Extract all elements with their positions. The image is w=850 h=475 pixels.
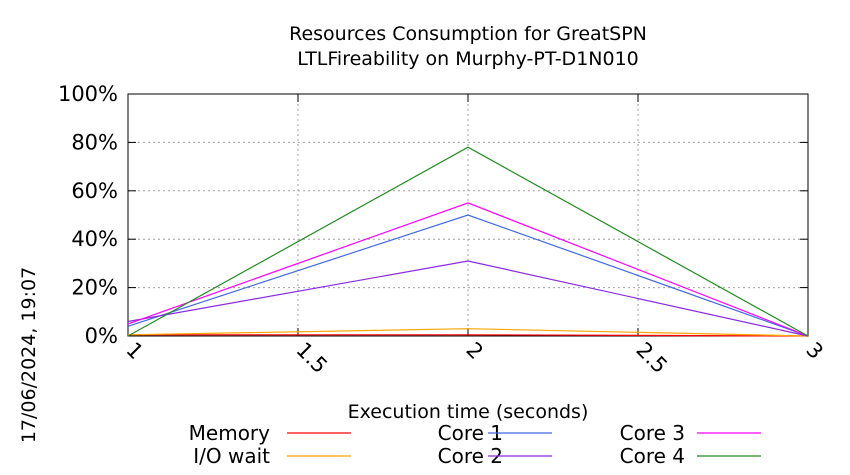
x-tick-label: 2 (461, 338, 487, 364)
series-lines (127, 146, 809, 337)
series-line-core-3 (127, 202, 809, 337)
y-tick-label: 20% (71, 276, 118, 300)
x-tick-label: 2.5 (631, 338, 672, 379)
y-tick-label: 60% (71, 179, 118, 203)
x-axis-label: Execution time (seconds) (348, 401, 589, 423)
legend-label: I/O wait (193, 444, 270, 468)
y-tick-label: 100% (58, 82, 118, 106)
x-tick-label: 1.5 (291, 338, 332, 379)
grid-lines (128, 94, 808, 336)
series-line-i-o-wait (127, 328, 809, 337)
x-tick-label: 1 (121, 338, 147, 364)
series-line-core-2 (127, 260, 809, 337)
legend-label: Core 4 (620, 444, 685, 468)
series-line-core-4 (127, 146, 809, 337)
y-tick-label: 0% (85, 324, 118, 348)
chart-title-line-2: LTLFireability on Murphy-PT-D1N010 (297, 48, 639, 70)
chart-title-line-1: Resources Consumption for GreatSPN (289, 23, 647, 45)
x-tick-label: 3 (801, 338, 827, 364)
y-tick-label: 80% (71, 130, 118, 154)
legend-label: Core 3 (620, 421, 685, 445)
series-line-core-1 (127, 214, 809, 337)
series-line-memory (128, 334, 809, 337)
legend-label: Memory (189, 421, 271, 445)
timestamp: 17/06/2024, 19:07 (18, 267, 40, 443)
y-tick-label: 40% (71, 227, 118, 251)
